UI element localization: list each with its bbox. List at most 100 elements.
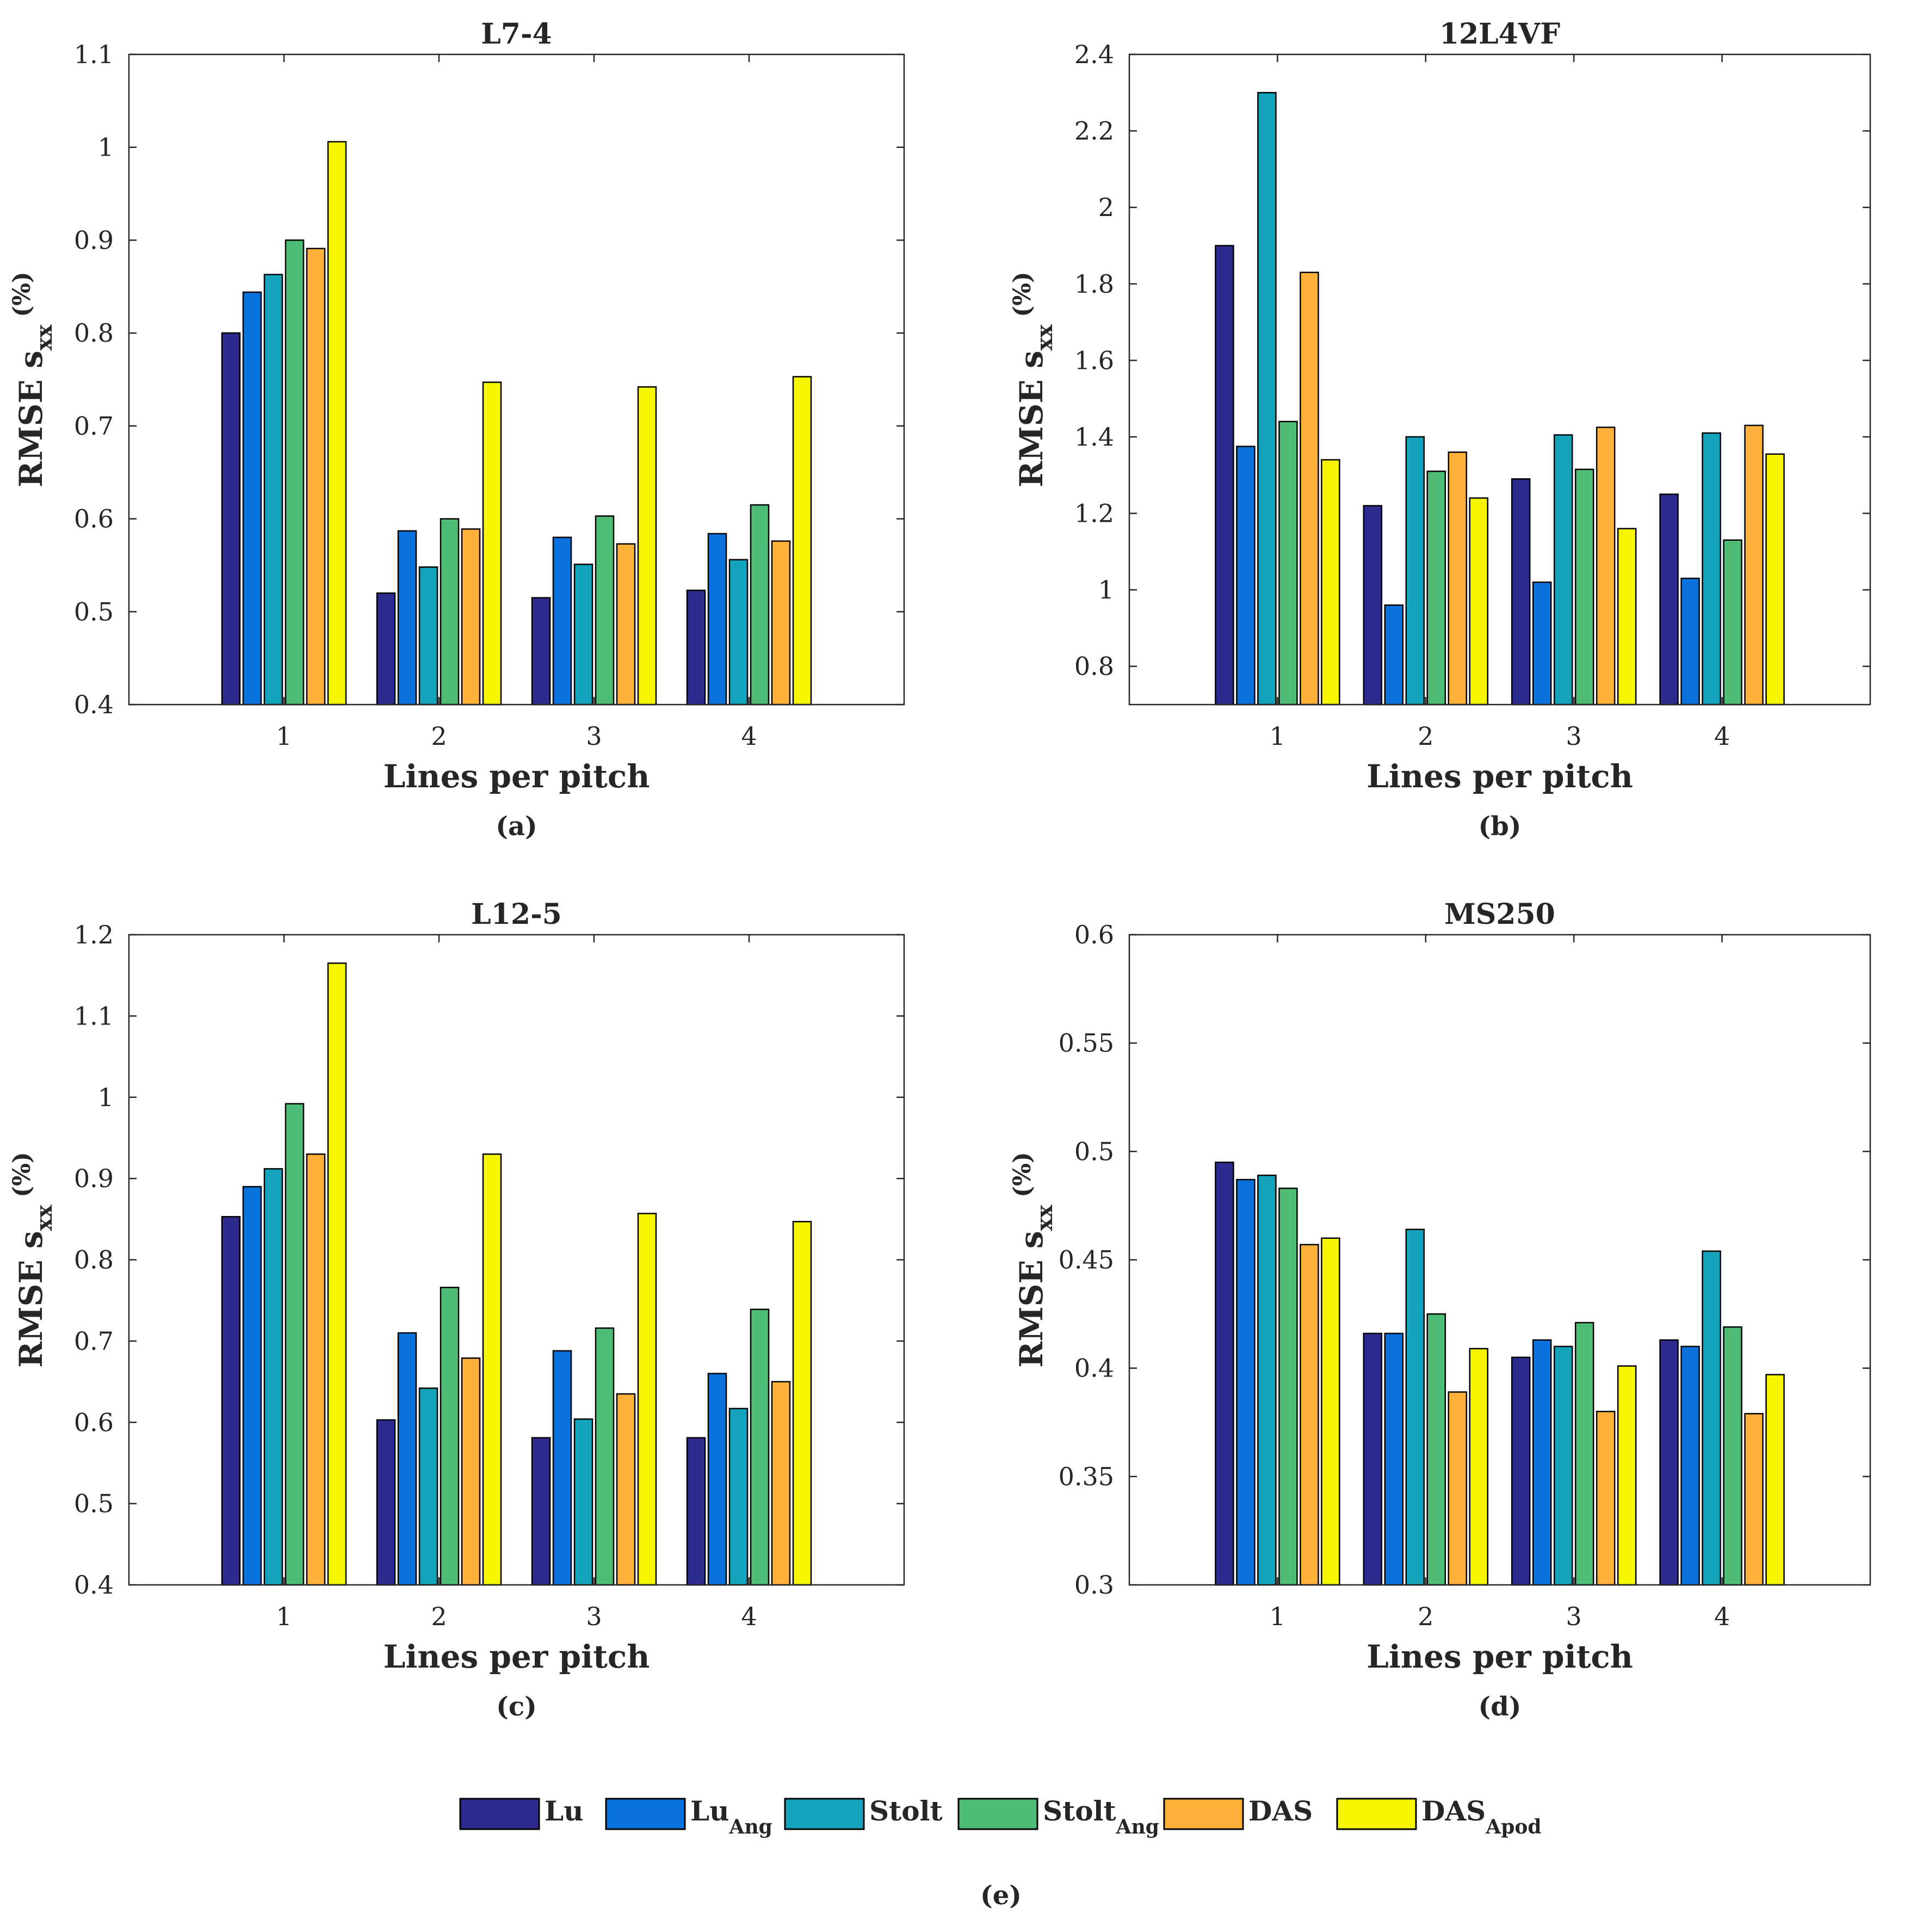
bar-stolt-cat-3 [1553, 434, 1573, 706]
y-tick-label: 1.1 [74, 40, 114, 69]
chart-title: L12-5 [471, 898, 562, 931]
legend-label-base: Stolt [869, 1795, 943, 1827]
bar-lu-cat-4 [1659, 1339, 1679, 1586]
legend-swatch [459, 1798, 540, 1830]
chart-title: MS250 [1444, 898, 1555, 931]
y-tick-label: 2.4 [1074, 40, 1114, 69]
y-tick-label: 0.45 [1059, 1245, 1114, 1275]
y-axis-label-sub: xx [1032, 324, 1058, 351]
bar-stolt-cat-2 [418, 566, 438, 706]
y-tick-label: 0.4 [74, 1570, 114, 1600]
bar-stolt-cat-4 [1702, 1250, 1721, 1586]
x-tick-label: 4 [741, 1602, 757, 1631]
bar-das-apod-cat-2 [1469, 1348, 1489, 1586]
bar-das-apod-cat-1 [327, 141, 347, 706]
legend-swatch [605, 1798, 686, 1830]
bar-stolt-ang-cat-1 [285, 1103, 305, 1586]
bar-das-cat-3 [1596, 1411, 1616, 1586]
y-tick-label: 0.7 [74, 1326, 114, 1356]
y-tick-label: 0.9 [74, 225, 114, 255]
bar-lu-ang-cat-3 [1532, 581, 1552, 706]
bar-stolt-cat-1 [1257, 1174, 1277, 1586]
y-tick-label: 0.6 [74, 1408, 114, 1437]
y-tick-label: 1.4 [1074, 422, 1114, 452]
bar-lu-ang-cat-3 [1532, 1339, 1552, 1586]
x-tick-label: 3 [1566, 1602, 1582, 1631]
bar-stolt-cat-2 [1405, 1229, 1425, 1586]
bar-lu-cat-3 [1511, 1356, 1531, 1586]
x-tick-label: 3 [586, 721, 602, 751]
legend-label-sub: Apod [1485, 1816, 1541, 1838]
bar-das-cat-4 [1744, 424, 1764, 706]
bar-lu-ang-cat-1 [1236, 446, 1256, 706]
x-axis-label: Lines per pitch [384, 1638, 650, 1675]
y-axis-label-main: RMSE s [1013, 350, 1050, 487]
bar-das-cat-2 [461, 528, 481, 706]
bar-lu-cat-1 [1215, 1162, 1234, 1586]
x-tick-label: 1 [1270, 721, 1285, 751]
bar-stolt-cat-1 [263, 274, 283, 706]
bar-lu-ang-cat-1 [242, 291, 262, 706]
chart-panel-2: 0.8 1 1.2 1.4 1.6 1.8 2 2.2 2.4 1 2 3 4 12L4VF Lines p… [1009, 17, 1871, 842]
bar-stolt-ang-cat-1 [1278, 421, 1298, 706]
legend-panel-label: (e) [980, 1880, 1022, 1911]
y-axis-label-unit: (%) [1009, 1152, 1036, 1197]
bar-stolt-ang-cat-2 [440, 1287, 460, 1586]
y-tick-label: 0.5 [74, 597, 114, 626]
x-tick-label: 2 [431, 721, 447, 751]
bar-stolt-ang-cat-4 [750, 1308, 770, 1586]
bar-das-apod-cat-4 [1765, 453, 1785, 706]
bar-das-cat-2 [1448, 1391, 1468, 1586]
y-tick-label: 1.2 [1074, 499, 1114, 528]
bar-das-apod-cat-2 [482, 381, 502, 706]
bar-das-cat-4 [771, 540, 791, 706]
bar-lu-ang-cat-2 [1384, 1332, 1404, 1586]
bar-lu-cat-1 [221, 1216, 241, 1586]
bar-lu-cat-2 [376, 1419, 396, 1586]
y-tick-label: 0.6 [1074, 920, 1114, 949]
bar-das-apod-cat-4 [1765, 1374, 1785, 1586]
y-axis-label-sub: xx [32, 1205, 57, 1231]
x-tick-label: 2 [1418, 1602, 1433, 1631]
bar-das-cat-2 [461, 1357, 481, 1586]
legend-label: DAS [1248, 1795, 1313, 1827]
y-axis-label-main: RMSE s [13, 1231, 50, 1367]
chart-title: L7-4 [481, 17, 552, 51]
legend-item-lu-ang: LuAng [605, 1795, 772, 1838]
axes-box [128, 53, 905, 706]
bar-lu-ang-cat-1 [242, 1186, 262, 1586]
bar-das-apod-cat-1 [1321, 459, 1340, 706]
bar-lu-ang-cat-1 [1236, 1178, 1256, 1586]
bar-stolt-cat-1 [1257, 92, 1277, 706]
legend-swatch [784, 1798, 865, 1830]
bar-stolt-cat-1 [263, 1168, 283, 1586]
panel-label: (d) [1479, 1692, 1522, 1722]
panel-label: (c) [496, 1692, 537, 1722]
x-axis-label: Lines per pitch [384, 758, 650, 795]
y-axis-label: RMSE sxx (%) [8, 1152, 57, 1368]
x-tick-label: 3 [586, 1602, 602, 1631]
bar-stolt-ang-cat-3 [1574, 468, 1594, 706]
y-axis-label-unit: (%) [8, 271, 36, 317]
y-tick-label: 0.4 [74, 690, 114, 719]
bar-stolt-cat-4 [728, 559, 749, 706]
y-axis-label: RMSE sxx (%) [8, 271, 57, 487]
bar-das-cat-4 [771, 1381, 791, 1586]
legend-label: Stolt [869, 1795, 943, 1827]
x-axis-label: Lines per pitch [1366, 758, 1633, 795]
y-axis-label-unit: (%) [1009, 271, 1036, 317]
bar-das-cat-3 [1596, 427, 1616, 706]
legend-item-stolt: Stolt [784, 1795, 943, 1830]
bar-stolt-ang-cat-3 [595, 515, 615, 706]
y-tick-label: 0.3 [1074, 1570, 1114, 1600]
bar-lu-ang-cat-4 [707, 1373, 727, 1586]
panel-label: (a) [496, 811, 537, 842]
bar-stolt-cat-3 [573, 1418, 593, 1586]
bar-stolt-ang-cat-2 [1426, 470, 1446, 706]
y-tick-label: 0.8 [74, 318, 114, 348]
legend-label: LuAng [690, 1795, 772, 1838]
y-tick-label: 1.8 [1074, 269, 1114, 299]
bar-das-apod-cat-1 [1321, 1237, 1340, 1586]
x-tick-label: 1 [276, 1602, 292, 1631]
